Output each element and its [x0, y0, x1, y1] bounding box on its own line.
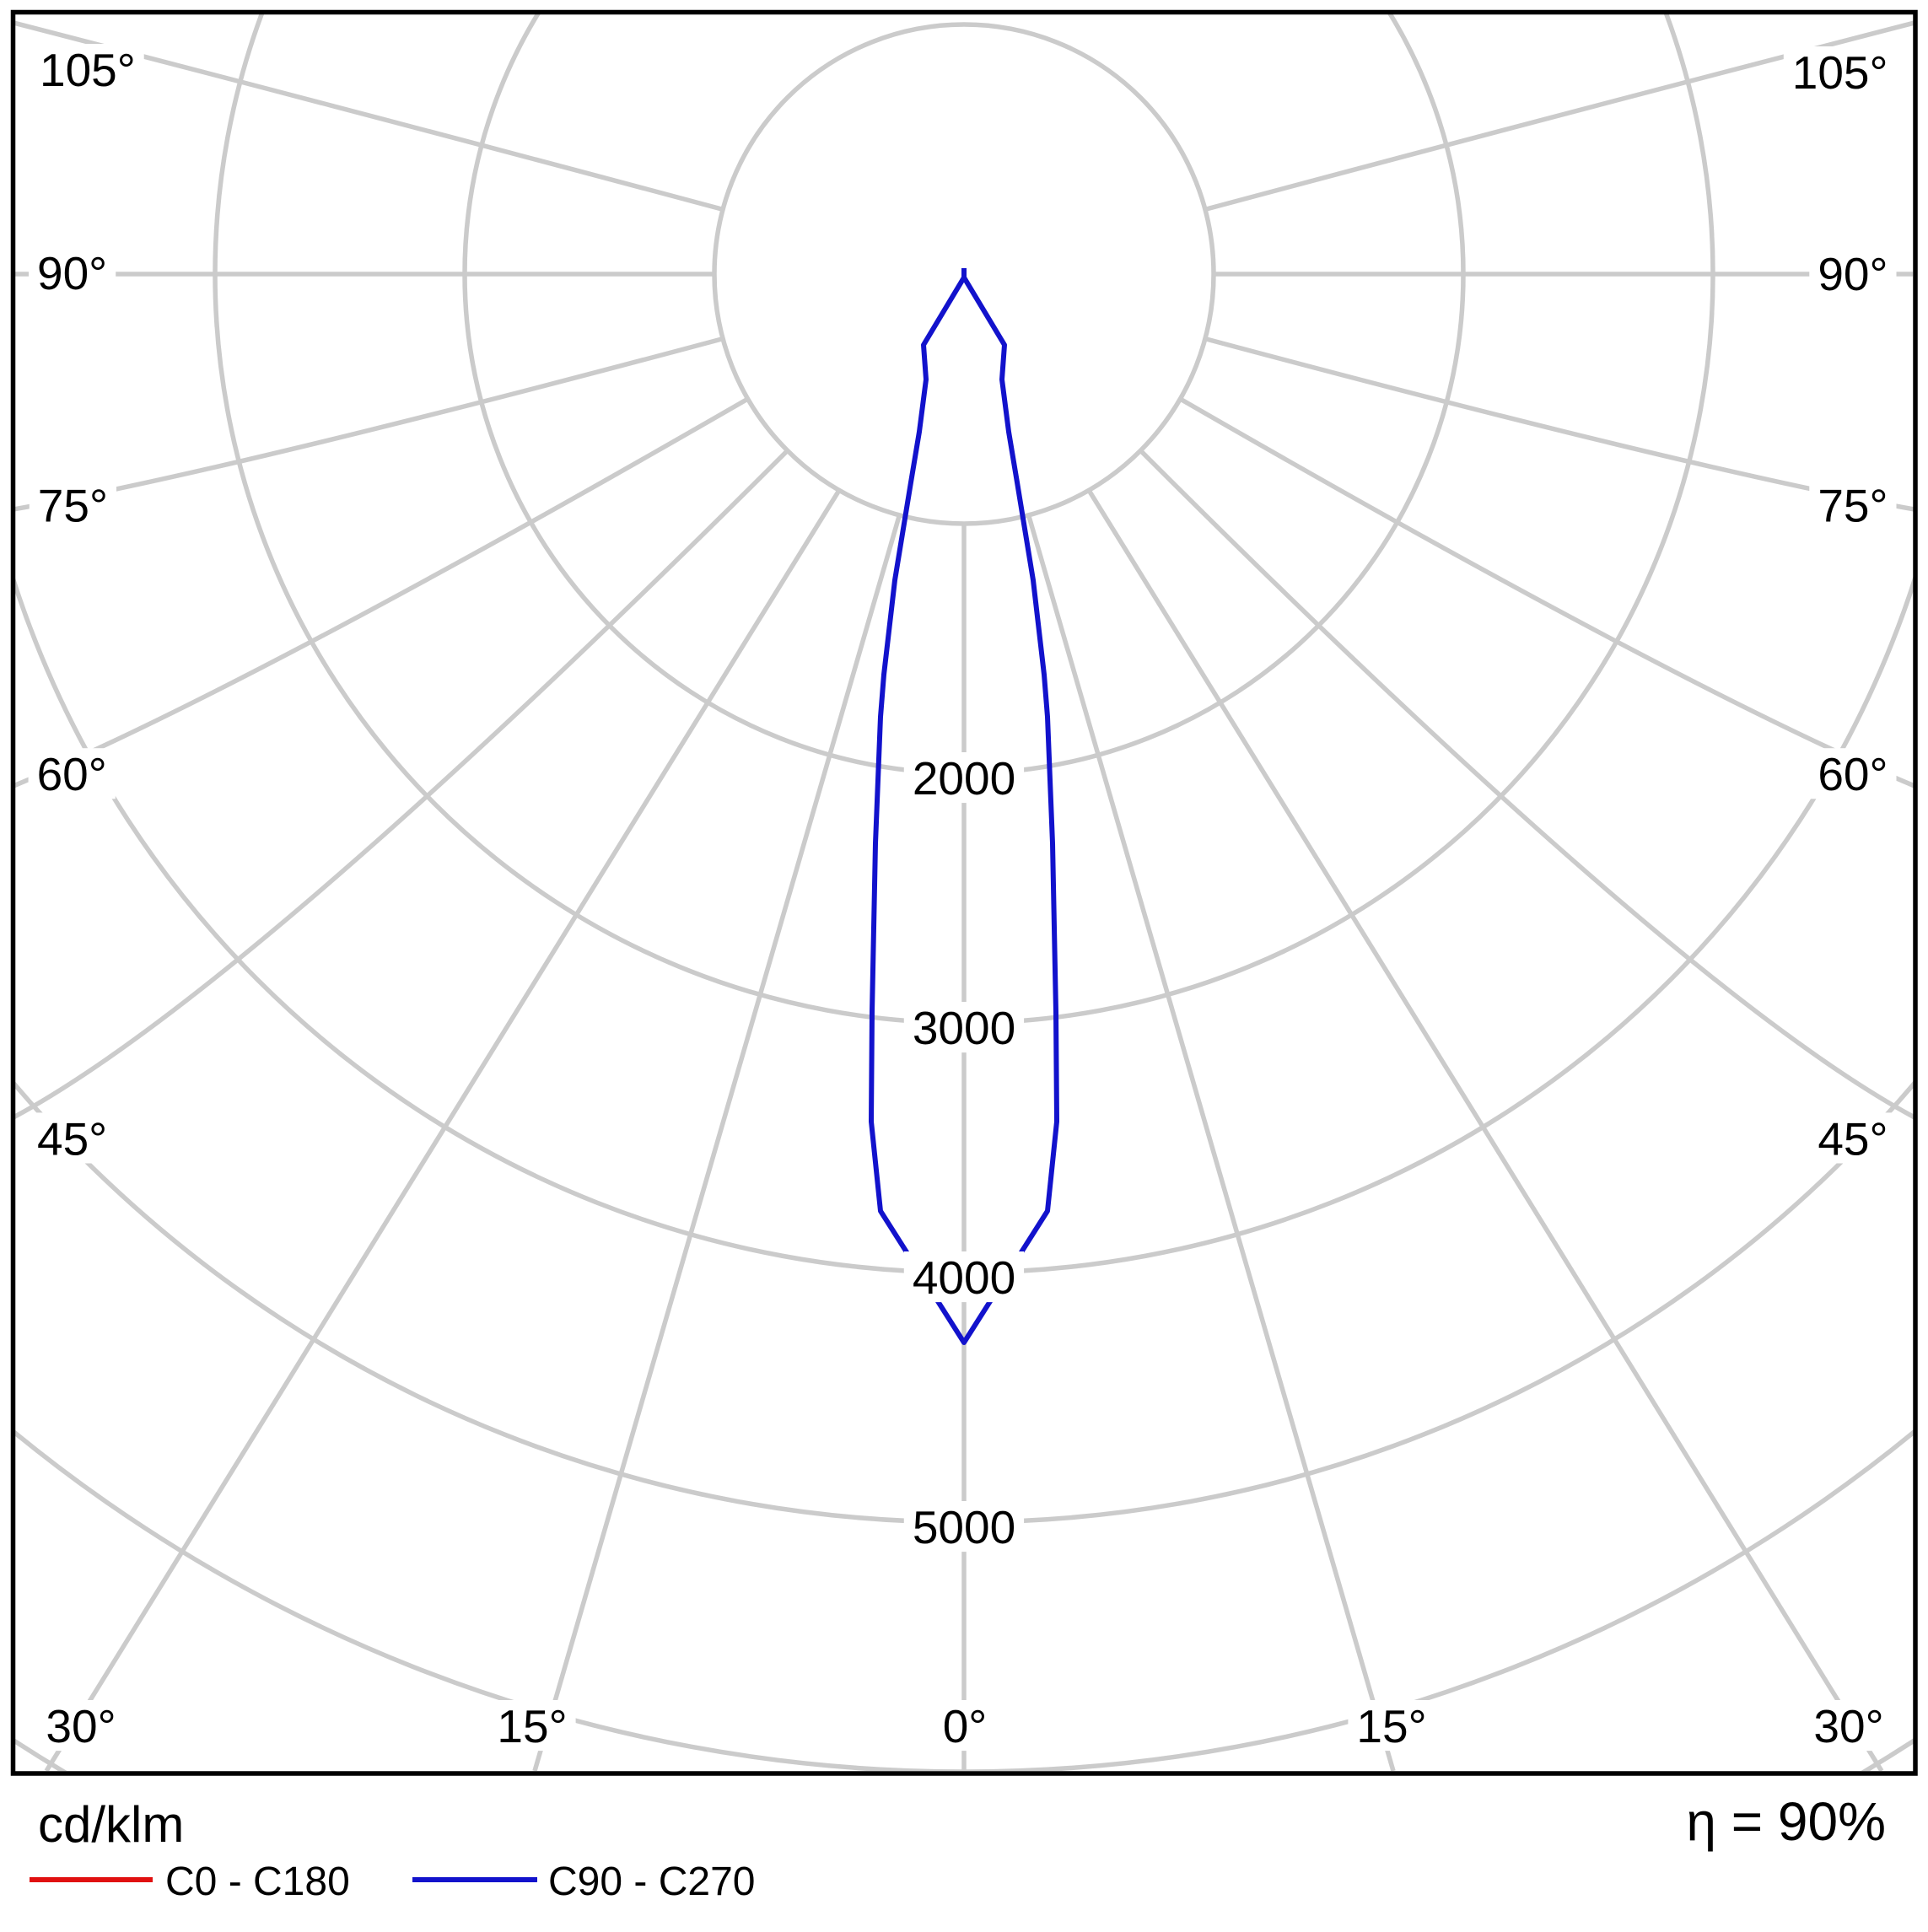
svg-text:5000: 5000	[913, 1501, 1015, 1553]
svg-text:105°: 105°	[40, 44, 136, 96]
svg-text:45°: 45°	[1818, 1112, 1888, 1165]
svg-text:C90 - C270: C90 - C270	[548, 1859, 755, 1904]
svg-text:30°: 30°	[1813, 1700, 1883, 1752]
svg-text:90°: 90°	[37, 247, 107, 299]
svg-text:4000: 4000	[913, 1251, 1015, 1304]
svg-text:0°: 0°	[943, 1700, 988, 1752]
svg-text:cd/klm: cd/klm	[38, 1796, 184, 1853]
svg-text:105°: 105°	[1792, 46, 1888, 99]
svg-text:60°: 60°	[1818, 748, 1888, 800]
svg-text:60°: 60°	[37, 748, 107, 800]
svg-text:90°: 90°	[1818, 248, 1888, 300]
svg-text:15°: 15°	[497, 1700, 567, 1752]
svg-text:2000: 2000	[913, 752, 1015, 805]
svg-text:C0 - C180: C0 - C180	[165, 1859, 350, 1904]
svg-text:75°: 75°	[38, 480, 108, 532]
svg-text:75°: 75°	[1818, 480, 1888, 532]
svg-text:45°: 45°	[37, 1112, 107, 1165]
svg-text:15°: 15°	[1356, 1700, 1426, 1752]
svg-text:30°: 30°	[46, 1700, 116, 1752]
svg-text:η = 90%: η = 90%	[1686, 1791, 1886, 1852]
svg-text:3000: 3000	[913, 1002, 1015, 1054]
